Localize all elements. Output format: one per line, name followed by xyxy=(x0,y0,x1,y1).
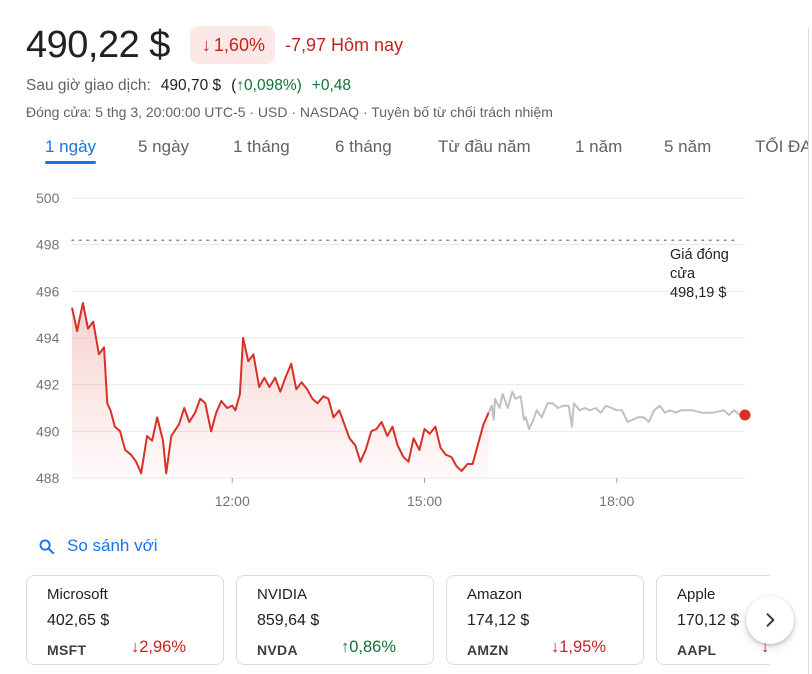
card-company-name: Apple xyxy=(677,586,716,603)
compare-card-nvda[interactable]: NVIDIA 859,64 $ NVDA ↑0,86% xyxy=(236,575,434,665)
change-percent: 1,60% xyxy=(213,34,265,55)
change-percent-badge: ↓ 1,60% xyxy=(189,26,275,64)
x-tick-label: 15:00 xyxy=(407,493,442,509)
compare-card-amzn[interactable]: Amazon 174,12 $ AMZN ↓1,95% xyxy=(446,575,644,665)
arrow-down-icon: ↓ xyxy=(131,638,140,656)
arrow-down-icon: ↓ xyxy=(761,638,770,656)
regular-session-line xyxy=(71,302,490,475)
compare-card-msft[interactable]: Microsoft 402,65 $ MSFT ↓2,96% xyxy=(26,575,224,665)
chevron-right-icon xyxy=(766,613,775,627)
chart-area-fill xyxy=(72,303,489,478)
card-change-value: 1,95% xyxy=(559,638,607,656)
card-price: 402,65 $ xyxy=(47,612,110,629)
arrow-down-icon: ↓ xyxy=(201,34,211,55)
card-change-value: 2,96% xyxy=(139,638,187,656)
after-hours-row: Sau giờ giao dịch: 490,70 $ ( ↑ 0,098%) … xyxy=(26,77,351,95)
card-ticker: NVDA xyxy=(257,642,298,658)
compare-label: So sánh với xyxy=(67,536,158,555)
card-company-name: Microsoft xyxy=(47,586,108,603)
card-ticker: AAPL xyxy=(677,642,717,658)
compare-cards: Microsoft 402,65 $ MSFT ↓2,96% NVIDIA 85… xyxy=(26,575,770,667)
after_hours-session-line xyxy=(487,390,745,430)
arrow-down-icon: ↓ xyxy=(551,638,560,656)
tab-5-years[interactable]: 5 năm xyxy=(664,137,712,156)
regular-session-area xyxy=(72,303,489,478)
arrow-up-icon: ↑ xyxy=(341,638,350,656)
tab-5-days[interactable]: 5 ngày xyxy=(138,137,190,156)
card-change-value: 0,86% xyxy=(349,638,397,656)
card-ticker: MSFT xyxy=(47,642,87,658)
y-tick-label: 494 xyxy=(36,330,60,346)
y-tick-label: 490 xyxy=(36,423,60,439)
price-chart[interactable]: 500 498 496 494 492 490 488 12:00 15:00 18:00 Giá … xyxy=(0,180,808,520)
after-hours-percent: 0,098%) xyxy=(244,77,302,94)
card-price: 859,64 $ xyxy=(257,612,320,629)
next-cards-button[interactable] xyxy=(746,596,794,644)
tab-ytd[interactable]: Từ đầu năm xyxy=(438,137,531,156)
search-icon xyxy=(39,539,55,554)
after-hours-price: 490,70 $ xyxy=(160,77,222,94)
panel-divider xyxy=(808,28,809,674)
tab-1-day[interactable]: 1 ngày xyxy=(45,136,97,168)
range-tabs: 1 ngày 5 ngày 1 tháng 6 tháng Từ đầu năm… xyxy=(0,136,808,168)
chart-lines xyxy=(71,302,751,475)
tab-6-months[interactable]: 6 tháng xyxy=(335,137,392,156)
tab-1-month[interactable]: 1 tháng xyxy=(233,137,290,156)
card-company-name: Amazon xyxy=(467,586,523,603)
card-change: ↑0,86% xyxy=(341,638,396,657)
card-change: ↓2,96% xyxy=(131,638,186,657)
last-price-dot xyxy=(739,409,751,421)
compare-link[interactable]: So sánh với xyxy=(38,536,158,556)
compare-card-aapl[interactable]: Apple 170,12 $ AAPL ↓ xyxy=(656,575,770,665)
y-tick-label: 492 xyxy=(36,377,60,393)
y-tick-label: 496 xyxy=(36,283,60,299)
card-change: ↓ xyxy=(761,638,769,657)
y-tick-label: 500 xyxy=(36,190,60,206)
previous-close-label: 498,19 $ xyxy=(670,285,726,301)
previous-close-label: Giá đóng xyxy=(670,247,729,263)
chart-labels: 500 498 496 494 492 490 488 12:00 15:00 18:00 Giá … xyxy=(36,190,729,509)
card-change: ↓1,95% xyxy=(551,638,606,657)
y-tick-label: 498 xyxy=(36,237,60,253)
x-tick-label: 18:00 xyxy=(599,493,634,509)
card-company-name: NVIDIA xyxy=(257,586,308,603)
after-hours-abs: +0,48 xyxy=(311,77,352,94)
y-tick-label: 488 xyxy=(36,470,60,486)
card-price: 170,12 $ xyxy=(677,612,740,629)
previous-close-label: cửa xyxy=(670,266,696,282)
after-hours-label: Sau giờ giao dịch: xyxy=(26,77,151,94)
card-price: 174,12 $ xyxy=(467,612,530,629)
price-header: 490,22 $ ↓ 1,60% -7,97 Hôm nay xyxy=(26,22,403,68)
after-hours-paren: ( xyxy=(231,77,237,94)
x-tick-label: 12:00 xyxy=(215,493,250,509)
tab-max[interactable]: TỐI ĐA xyxy=(755,137,808,156)
arrow-up-icon: ↑ xyxy=(236,77,245,94)
market-closed-note: Đóng cửa: 5 thg 3, 20:00:00 UTC-5 · USD … xyxy=(26,104,553,120)
tab-1-year[interactable]: 1 năm xyxy=(575,137,623,156)
card-ticker: AMZN xyxy=(467,642,509,658)
current-price: 490,22 $ xyxy=(26,24,170,66)
change-today: -7,97 Hôm nay xyxy=(284,34,404,55)
